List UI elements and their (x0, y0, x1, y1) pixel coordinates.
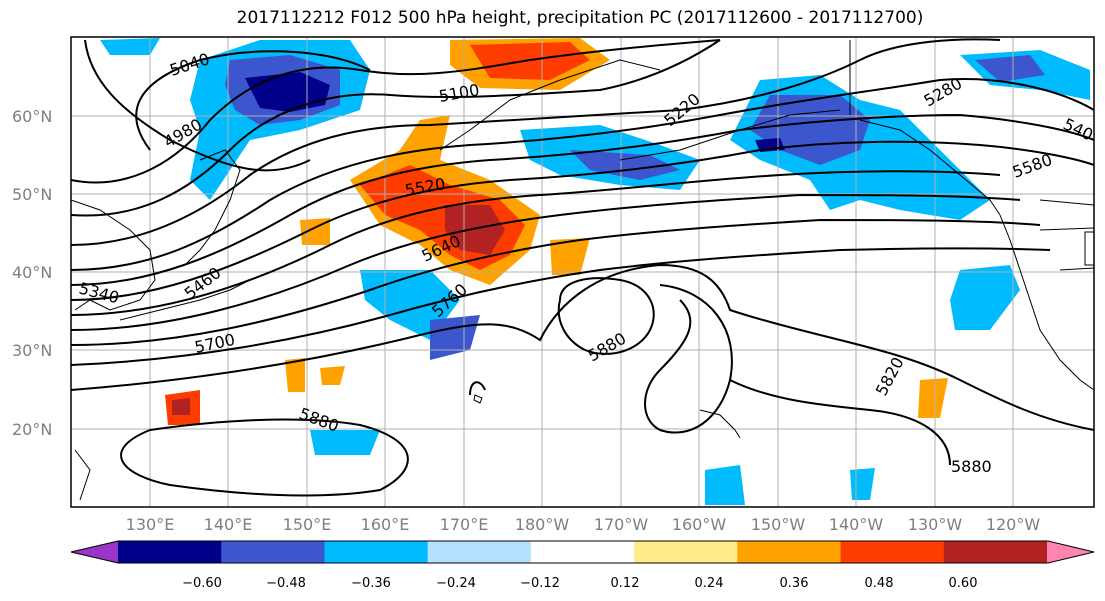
lon-label-140w: 140°W (829, 515, 884, 534)
lon-label-130w: 130°W (908, 515, 963, 534)
lon-label-170e: 170°E (440, 515, 489, 534)
lon-label-160e: 160°E (361, 515, 410, 534)
lon-label-150w: 150°W (751, 515, 806, 534)
contour-label-5100: 5100 (437, 80, 480, 106)
contour-label-5460: 5460 (181, 263, 225, 303)
colorbar-cell (427, 541, 532, 563)
colorbar-extend-max (1047, 541, 1094, 563)
lon-label-160w: 160°W (672, 515, 727, 534)
cb-tick-7: 0.24 (695, 576, 724, 591)
neg-shade-south2 (705, 465, 745, 505)
colorbar-outline (70, 540, 1095, 564)
neg-shade-central-inner (570, 150, 680, 180)
contour-label-5820: 5820 (872, 354, 908, 399)
cb-tick-9: 0.48 (865, 576, 894, 591)
pos-shade-small5 (320, 366, 345, 385)
lon-label-170w: 170°W (594, 515, 649, 534)
cb-tick-5: −0.12 (520, 576, 560, 591)
contour-label-5880-east: 5880 (951, 457, 992, 476)
pos-shade-central-core (445, 205, 505, 255)
lon-label-130e: 130°E (126, 515, 175, 534)
colorbar: −0.60 −0.48 −0.36 −0.24 −0.12 0.12 0.24 … (70, 540, 1095, 591)
lat-label-30n: 30°N (12, 341, 52, 360)
lat-label-20n: 20°N (12, 420, 52, 439)
contour-label-540: 540 (1060, 114, 1096, 144)
pos-shade-small4 (918, 378, 948, 418)
colorbar-cell (943, 541, 1048, 563)
latitude-labels: 60°N 50°N 40°N 30°N 20°N (12, 107, 52, 439)
neg-shade-nw-pacific-core (245, 72, 330, 112)
height-contours (71, 38, 1094, 497)
coastlines (71, 40, 1094, 501)
neg-shade-south3 (850, 468, 875, 500)
cb-tick-6: 0.12 (611, 576, 640, 591)
neg-shade-south (310, 430, 380, 455)
neg-shade-west-coast (950, 265, 1020, 330)
neg-shade-mid2 (430, 315, 480, 360)
neg-shade-ne-inner (975, 55, 1045, 82)
map-frame (70, 36, 1095, 508)
longitude-labels: 130°E 140°E 150°E 160°E 170°E 180°W 170°… (126, 515, 1041, 534)
cb-tick-10: 0.60 (949, 576, 978, 591)
map-title: 2017112212 F012 500 hPa height, precipit… (236, 8, 924, 28)
contour-label-5880-north: 5880 (585, 329, 630, 366)
colorbar-cells (71, 541, 1094, 563)
cb-tick-4: −0.24 (436, 576, 476, 591)
lon-label-150e: 150°E (283, 515, 332, 534)
cb-tick-2: −0.48 (266, 576, 306, 591)
colorbar-cell (530, 541, 635, 563)
lon-label-180w: 180°W (515, 515, 570, 534)
pos-shade-small1 (285, 358, 305, 392)
lon-label-140e: 140°E (204, 515, 253, 534)
colorbar-cell (634, 541, 738, 563)
colorbar-cell (118, 541, 222, 563)
neg-shade-top-left (100, 38, 160, 55)
contour-label-5580: 5580 (1010, 150, 1055, 182)
cb-tick-3: −0.36 (351, 576, 391, 591)
lat-label-50n: 50°N (12, 185, 52, 204)
pos-shade-west-core (172, 398, 190, 415)
pos-shade-small3 (550, 238, 590, 275)
lon-label-120w: 120°W (986, 515, 1041, 534)
lat-label-60n: 60°N (12, 107, 52, 126)
cb-tick-1: −0.60 (182, 576, 222, 591)
colorbar-cell (221, 541, 325, 563)
contour-label-5220: 5220 (660, 89, 703, 130)
colorbar-cell (840, 541, 945, 563)
colorbar-extend-min (71, 541, 118, 563)
lat-label-40n: 40°N (12, 263, 52, 282)
cb-tick-8: 0.36 (780, 576, 809, 591)
colorbar-cell (324, 541, 429, 563)
colorbar-tick-labels: −0.60 −0.48 −0.36 −0.24 −0.12 0.12 0.24 … (182, 576, 977, 591)
colorbar-cell (737, 541, 842, 563)
